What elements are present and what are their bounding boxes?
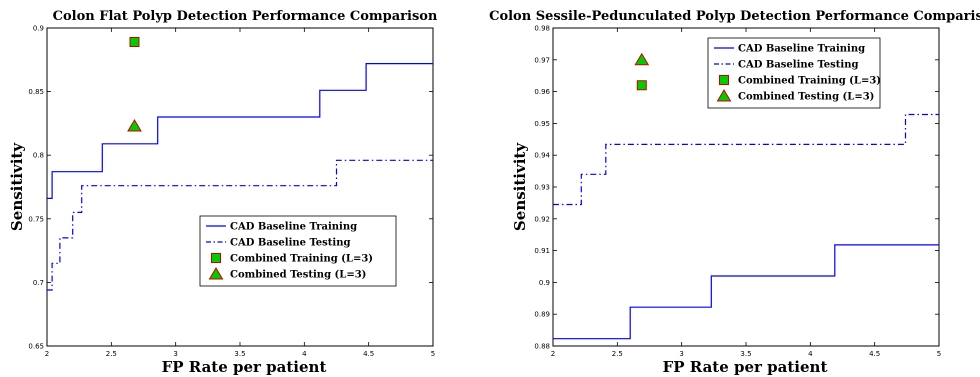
flat-polyp-chart: Colon Flat Polyp Detection Performance C… — [8, 9, 438, 376]
data-point-triangle — [127, 118, 142, 132]
series-line-0 — [553, 244, 939, 340]
legend-box — [707, 37, 881, 109]
x-tick-label: 2.5 — [106, 350, 117, 358]
x-tick-label: 3 — [173, 350, 177, 358]
legend-entry-label: CAD Baseline Training — [230, 222, 357, 233]
legend-entry-label: CAD Baseline Testing — [230, 238, 350, 249]
legend-entry-label: CAD Baseline Training — [738, 44, 865, 55]
y-tick-label: 0.96 — [534, 88, 550, 96]
y-tick-label: 0.95 — [534, 120, 550, 128]
y-tick-label: 0.97 — [534, 56, 550, 64]
data-point-square — [129, 36, 140, 47]
x-tick-label: 2 — [551, 350, 555, 358]
y-tick-label: 0.9 — [33, 25, 44, 33]
y-tick-label: 0.89 — [534, 311, 550, 319]
legend: CAD Baseline Training CAD Baseline Testin… — [707, 37, 881, 109]
y-tick-label: 0.91 — [534, 247, 550, 255]
x-tick-label: 4 — [302, 350, 307, 358]
legend-entry-label: Combined Training (L=3) — [230, 254, 373, 265]
x-tick-label: 2 — [45, 350, 49, 358]
data-point-triangle — [634, 52, 650, 66]
y-tick-label: 0.94 — [534, 152, 550, 160]
chart-title: Colon Sessile-Pedunculated Polyp Detecti… — [489, 9, 980, 24]
plot-area: 2 2.5 3 3.5 4 4.5 5 0.65 0.7 0.75 0.8 0.85 0.9 — [28, 25, 435, 359]
x-tick-label: 4.5 — [363, 350, 374, 358]
series-line-1 — [553, 113, 939, 206]
x-axis-label: FP Rate per patient — [162, 358, 327, 376]
series-line-0 — [47, 62, 433, 199]
x-tick-label: 2.5 — [612, 350, 623, 358]
x-tick-label: 3.5 — [234, 350, 245, 358]
legend-box — [199, 215, 397, 287]
y-tick-label: 0.9 — [539, 279, 550, 287]
sessile-pedunculated-polyp-chart: Colon Sessile-Pedunculated Polyp Detecti… — [489, 9, 980, 376]
y-tick-label: 0.7 — [33, 279, 44, 287]
legend-swatch-square — [211, 253, 221, 263]
y-tick-label: 0.85 — [28, 88, 44, 96]
legend-swatch-square — [719, 75, 729, 85]
chart-title: Colon Flat Polyp Detection Performance C… — [53, 9, 438, 24]
legend-entry-label: Combined Training (L=3) — [738, 76, 881, 87]
series-line-1 — [47, 159, 433, 291]
x-axis-label: FP Rate per patient — [663, 358, 828, 376]
x-tick-label: 5 — [431, 350, 435, 358]
y-tick-label: 0.65 — [28, 343, 44, 351]
legend-entry-label: CAD Baseline Testing — [738, 60, 858, 71]
y-tick-label: 0.92 — [534, 215, 550, 223]
legend-swatch-triangle — [208, 267, 224, 280]
y-tick-label: 0.8 — [33, 152, 44, 160]
x-tick-label: 5 — [937, 350, 941, 358]
axes-box — [46, 27, 434, 347]
y-tick-label: 0.93 — [534, 184, 550, 192]
y-tick-label: 0.98 — [534, 25, 550, 33]
y-tick-label: 0.75 — [28, 215, 44, 223]
x-tick-label: 4.5 — [869, 350, 880, 358]
legend-swatch-triangle — [716, 89, 732, 102]
y-axis-label: Sensitivity — [511, 142, 529, 231]
y-tick-label: 0.88 — [534, 343, 550, 351]
x-tick-label: 3 — [679, 350, 683, 358]
legend-entry-label: Combined Testing (L=3) — [738, 92, 874, 103]
x-tick-label: 4 — [808, 350, 813, 358]
y-axis-label: Sensitivity — [8, 142, 26, 231]
x-tick-label: 3.5 — [740, 350, 751, 358]
legend: CAD Baseline Training CAD Baseline Testin… — [199, 215, 397, 287]
data-point-square — [636, 80, 647, 91]
legend-entry-label: Combined Testing (L=3) — [230, 270, 366, 281]
